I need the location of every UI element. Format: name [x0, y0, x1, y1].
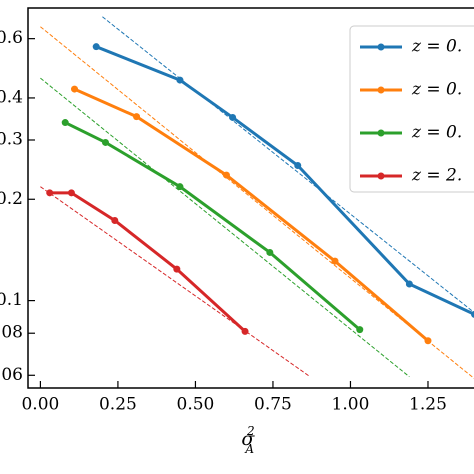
- legend-label: z = 0.: [411, 80, 462, 100]
- x-tick-label: 0.25: [99, 395, 137, 415]
- data-point: [229, 113, 237, 121]
- data-point: [294, 161, 302, 169]
- data-point: [133, 113, 141, 121]
- data-point: [424, 337, 432, 345]
- legend-label: z = 2.: [411, 166, 462, 186]
- x-tick-label: 1.00: [332, 395, 370, 415]
- plot-frame: [27, 7, 474, 389]
- legend-label: z = 0.: [411, 123, 462, 143]
- data-point: [176, 183, 184, 191]
- fit-line: [102, 16, 474, 314]
- legend-marker: [377, 129, 385, 137]
- x-tick-label: 0.00: [21, 395, 59, 415]
- x-tick-label: 0.75: [254, 395, 292, 415]
- data-point: [173, 265, 181, 273]
- data-point: [71, 85, 79, 93]
- y-tick-label: 0.3: [0, 129, 23, 149]
- x-label-sub: A: [244, 442, 254, 456]
- y-tick-label: 0.08: [0, 323, 23, 343]
- legend-label: z = 0.: [411, 37, 462, 57]
- series-line: [95, 45, 474, 316]
- data-point: [222, 171, 230, 179]
- data-point: [102, 138, 110, 146]
- x-axis-label: σA 2: [241, 424, 255, 456]
- data-point: [61, 119, 69, 127]
- x-tick-label: 0.50: [177, 395, 215, 415]
- y-tick-label: 0.06: [0, 365, 23, 385]
- legend-marker: [377, 86, 385, 94]
- x-tick-label: 1.25: [409, 395, 447, 415]
- data-point: [46, 189, 54, 197]
- data-point: [356, 326, 364, 334]
- y-tick-label: 0.4: [0, 87, 23, 107]
- data-point: [176, 76, 184, 84]
- data-point: [470, 310, 474, 318]
- series-line: [64, 121, 361, 331]
- y-tick-label: 0.2: [0, 189, 23, 209]
- legend-box: [349, 25, 474, 193]
- y-tick-label: 0.1: [0, 290, 23, 310]
- data-point: [241, 327, 249, 335]
- data-point: [67, 189, 75, 197]
- legend-marker: [377, 43, 385, 51]
- data-point: [92, 43, 100, 51]
- data-point: [111, 216, 119, 224]
- data-point: [405, 280, 413, 288]
- x-label-sup: 2: [246, 424, 255, 438]
- legend-marker: [377, 172, 385, 180]
- x-label-base: σ: [241, 428, 255, 450]
- data-point: [331, 257, 339, 265]
- y-tick-label: 0.6: [0, 28, 23, 48]
- legend: z = 0. z = 0. z = 0. z = 2.: [349, 25, 474, 193]
- fit-line: [40, 77, 410, 378]
- fit-line: [40, 186, 311, 378]
- data-point: [266, 248, 274, 256]
